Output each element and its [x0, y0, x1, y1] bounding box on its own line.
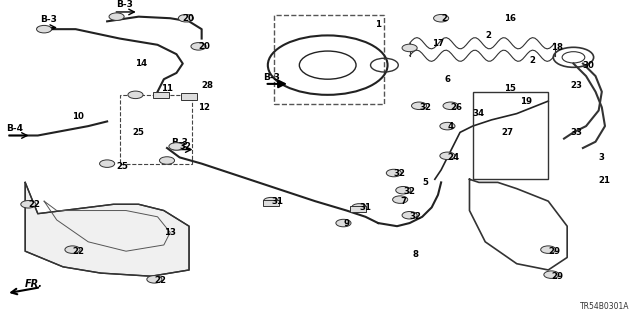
Text: B-4: B-4: [6, 124, 23, 133]
Circle shape: [440, 152, 455, 160]
Circle shape: [109, 13, 124, 20]
Text: 26: 26: [451, 103, 463, 112]
Circle shape: [544, 271, 559, 278]
Text: 1: 1: [375, 20, 381, 29]
Text: 2: 2: [485, 31, 492, 40]
Polygon shape: [25, 182, 189, 276]
Text: 18: 18: [552, 44, 563, 52]
Text: 2: 2: [529, 56, 535, 65]
Circle shape: [443, 102, 458, 109]
Circle shape: [336, 219, 351, 227]
Circle shape: [179, 14, 193, 22]
Text: 4: 4: [447, 122, 454, 131]
Text: B-3: B-3: [40, 15, 56, 24]
Circle shape: [412, 102, 427, 109]
Text: 22: 22: [154, 276, 166, 285]
Text: 32: 32: [403, 187, 415, 196]
Text: TR54B0301A: TR54B0301A: [580, 302, 629, 311]
Text: B-3: B-3: [264, 73, 280, 82]
Circle shape: [65, 246, 80, 253]
Circle shape: [387, 169, 401, 177]
Circle shape: [541, 246, 556, 253]
Text: 34: 34: [472, 109, 484, 118]
Text: 20: 20: [183, 14, 195, 23]
Text: 24: 24: [447, 153, 460, 162]
Text: B-3: B-3: [116, 0, 134, 10]
Text: 10: 10: [72, 112, 84, 121]
Text: 22: 22: [72, 247, 84, 256]
Text: 12: 12: [198, 103, 211, 112]
Text: 3: 3: [598, 153, 605, 162]
Text: 32: 32: [419, 103, 431, 112]
Circle shape: [20, 201, 36, 208]
Text: FR.: FR.: [25, 279, 44, 289]
Text: 25: 25: [132, 128, 144, 137]
Text: 8: 8: [413, 250, 419, 259]
Circle shape: [402, 212, 417, 219]
Text: 31: 31: [359, 203, 371, 212]
Text: 23: 23: [570, 81, 582, 90]
Text: 32: 32: [180, 142, 191, 151]
Text: 30: 30: [583, 60, 595, 70]
Text: B-3: B-3: [172, 138, 188, 147]
Circle shape: [264, 197, 278, 205]
Text: 11: 11: [161, 84, 173, 93]
Text: 27: 27: [501, 128, 513, 137]
Text: 21: 21: [598, 176, 611, 185]
Text: 5: 5: [422, 178, 428, 187]
Text: 33: 33: [570, 128, 582, 137]
Text: 28: 28: [202, 81, 214, 90]
Text: 29: 29: [552, 272, 563, 281]
Circle shape: [169, 143, 184, 150]
Circle shape: [191, 43, 206, 50]
Text: 9: 9: [344, 219, 349, 228]
Text: 19: 19: [520, 97, 532, 106]
Text: 6: 6: [444, 75, 451, 84]
Text: 7: 7: [400, 197, 406, 206]
Text: 20: 20: [198, 42, 211, 51]
Text: 22: 22: [28, 200, 40, 209]
Bar: [182, 93, 197, 100]
Circle shape: [440, 122, 455, 130]
Bar: [350, 206, 366, 212]
Text: 15: 15: [504, 84, 516, 93]
Text: 16: 16: [504, 14, 516, 23]
Circle shape: [36, 25, 52, 33]
Text: 31: 31: [271, 197, 283, 206]
Circle shape: [402, 44, 417, 52]
Text: 17: 17: [431, 39, 444, 48]
Circle shape: [100, 160, 115, 167]
Circle shape: [159, 157, 175, 164]
Text: 29: 29: [548, 247, 560, 256]
Text: 25: 25: [116, 162, 129, 171]
Text: 32: 32: [394, 169, 406, 178]
Circle shape: [392, 196, 408, 203]
Circle shape: [128, 91, 143, 99]
Circle shape: [147, 276, 162, 283]
Bar: [264, 200, 279, 206]
Circle shape: [351, 204, 367, 211]
Text: 2: 2: [441, 14, 447, 23]
Circle shape: [433, 14, 449, 22]
Circle shape: [396, 187, 411, 194]
Text: 32: 32: [410, 212, 422, 221]
Text: 14: 14: [136, 59, 148, 68]
Bar: [153, 92, 169, 98]
Text: 13: 13: [164, 228, 176, 237]
